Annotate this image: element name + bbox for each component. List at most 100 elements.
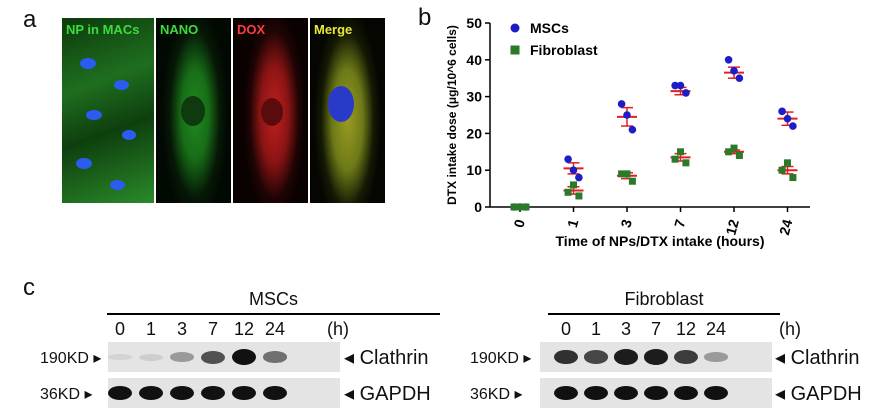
blot-band: [232, 386, 256, 400]
lane-label: 24: [705, 319, 727, 339]
blot-band: [614, 386, 638, 400]
blot-band: [644, 349, 668, 365]
blot-title-rule: [548, 313, 780, 315]
x-tick-label: 7: [671, 217, 689, 229]
blot-band: [232, 349, 256, 365]
micrograph-label: NANO: [160, 22, 199, 37]
nucleus-shadow: [261, 98, 283, 126]
panel-label-a: a: [23, 6, 37, 33]
legend-marker: [510, 45, 520, 55]
blot-band: [644, 386, 668, 400]
blot-band: [263, 351, 287, 363]
data-point-fibroblast: [778, 166, 786, 174]
data-point-fibroblast: [510, 203, 518, 211]
blot-band: [584, 350, 608, 364]
nucleus: [76, 158, 92, 169]
data-point-mscs: [730, 67, 738, 75]
blot-band: [704, 352, 728, 362]
lane-label: 0: [560, 319, 571, 339]
data-point-mscs: [628, 125, 637, 134]
x-tick-label: 0: [510, 217, 528, 229]
blot-band: [108, 353, 132, 361]
x-tick-label: 24: [776, 217, 796, 236]
lane-label: 3: [620, 319, 631, 339]
lane-label: 3: [176, 319, 187, 339]
blot-band: [139, 353, 163, 361]
y-axis-label: DTX intake dose (μg/10^6 cells): [445, 25, 459, 205]
blot-title-rule: [107, 313, 440, 315]
legend-label: MSCs: [530, 20, 569, 36]
blot-band: [554, 386, 578, 400]
nucleus: [328, 86, 354, 122]
data-point-fibroblast: [516, 203, 524, 211]
size-marker: 190KD ▸: [470, 350, 532, 367]
blot-band: [584, 386, 608, 400]
blot-strip: [108, 378, 340, 408]
y-tick-label: 40: [466, 52, 482, 68]
data-point-fibroblast: [623, 170, 631, 178]
legend-marker: [510, 23, 520, 33]
data-point-mscs: [564, 155, 572, 163]
blot-strip: [540, 378, 772, 408]
y-tick-label: 10: [466, 162, 482, 178]
protein-label: ◂ GAPDH: [344, 383, 431, 405]
data-point-mscs: [778, 107, 786, 116]
blot-band: [139, 386, 163, 400]
time-unit: (h): [327, 319, 349, 339]
data-point-mscs: [724, 56, 733, 64]
data-point-mscs: [789, 122, 797, 130]
panel-label-c: c: [23, 274, 35, 301]
blot-band: [263, 386, 287, 400]
lane-label: 1: [145, 319, 156, 339]
y-tick-label: 30: [466, 89, 482, 105]
intake-dose-chart: 0 10 20 30 40 50 0 1 3 7 12 24 Time of NPs/DTX intak…: [445, 15, 810, 249]
blot-band: [674, 386, 698, 400]
blot-band: [201, 350, 225, 364]
data-point-mscs: [575, 173, 583, 182]
blot-band: [201, 386, 225, 400]
micrograph-label: DOX: [237, 22, 266, 37]
y-tick-label: 0: [474, 199, 482, 215]
data-point-fibroblast: [682, 159, 690, 167]
micrograph-label: NP in MACs: [66, 22, 140, 37]
data-point-fibroblast: [735, 151, 743, 159]
blot-band: [170, 352, 194, 362]
data-point-mscs: [735, 74, 744, 82]
nucleus: [114, 80, 129, 90]
blot-band: [554, 349, 578, 365]
micrograph-dox: DOX: [233, 18, 308, 203]
y-tick-label: 20: [466, 125, 482, 141]
data-point-fibroblast: [575, 192, 583, 200]
lane-label: 0: [114, 319, 125, 339]
blot-band: [170, 386, 194, 400]
data-point-mscs: [783, 114, 792, 123]
legend-label: Fibroblast: [530, 42, 598, 58]
time-unit: (h): [779, 319, 801, 339]
blot-strip: [540, 342, 772, 372]
data-point-mscs: [569, 166, 578, 174]
blot-band: [704, 386, 728, 400]
size-marker: 36KD ▸: [470, 386, 523, 403]
protein-label: ◂ GAPDH: [775, 383, 862, 405]
data-point-fibroblast: [522, 203, 530, 211]
data-point-fibroblast: [730, 144, 738, 152]
x-tick-label: 3: [617, 217, 635, 229]
nucleus-shadow: [181, 96, 205, 126]
lane-label: 7: [650, 319, 661, 339]
micrograph-nano: NANO: [156, 18, 231, 203]
lane-label: 12: [675, 319, 697, 339]
nucleus: [80, 58, 96, 69]
data-point-mscs: [682, 89, 690, 97]
lane-label: 7: [207, 319, 218, 339]
data-point-fibroblast: [677, 148, 684, 156]
data-point-fibroblast: [671, 155, 679, 163]
micrograph-np-in-macs: NP in MACs: [62, 18, 154, 203]
x-axis-label: Time of NPs/DTX intake (hours): [556, 233, 765, 249]
data-point-mscs: [676, 81, 685, 90]
panel-label-b: b: [418, 4, 432, 31]
micrograph-label: Merge: [314, 22, 353, 37]
data-point-fibroblast: [618, 170, 626, 178]
blot-strip: [108, 342, 340, 372]
nucleus: [86, 110, 102, 120]
lane-label: 24: [264, 319, 286, 339]
